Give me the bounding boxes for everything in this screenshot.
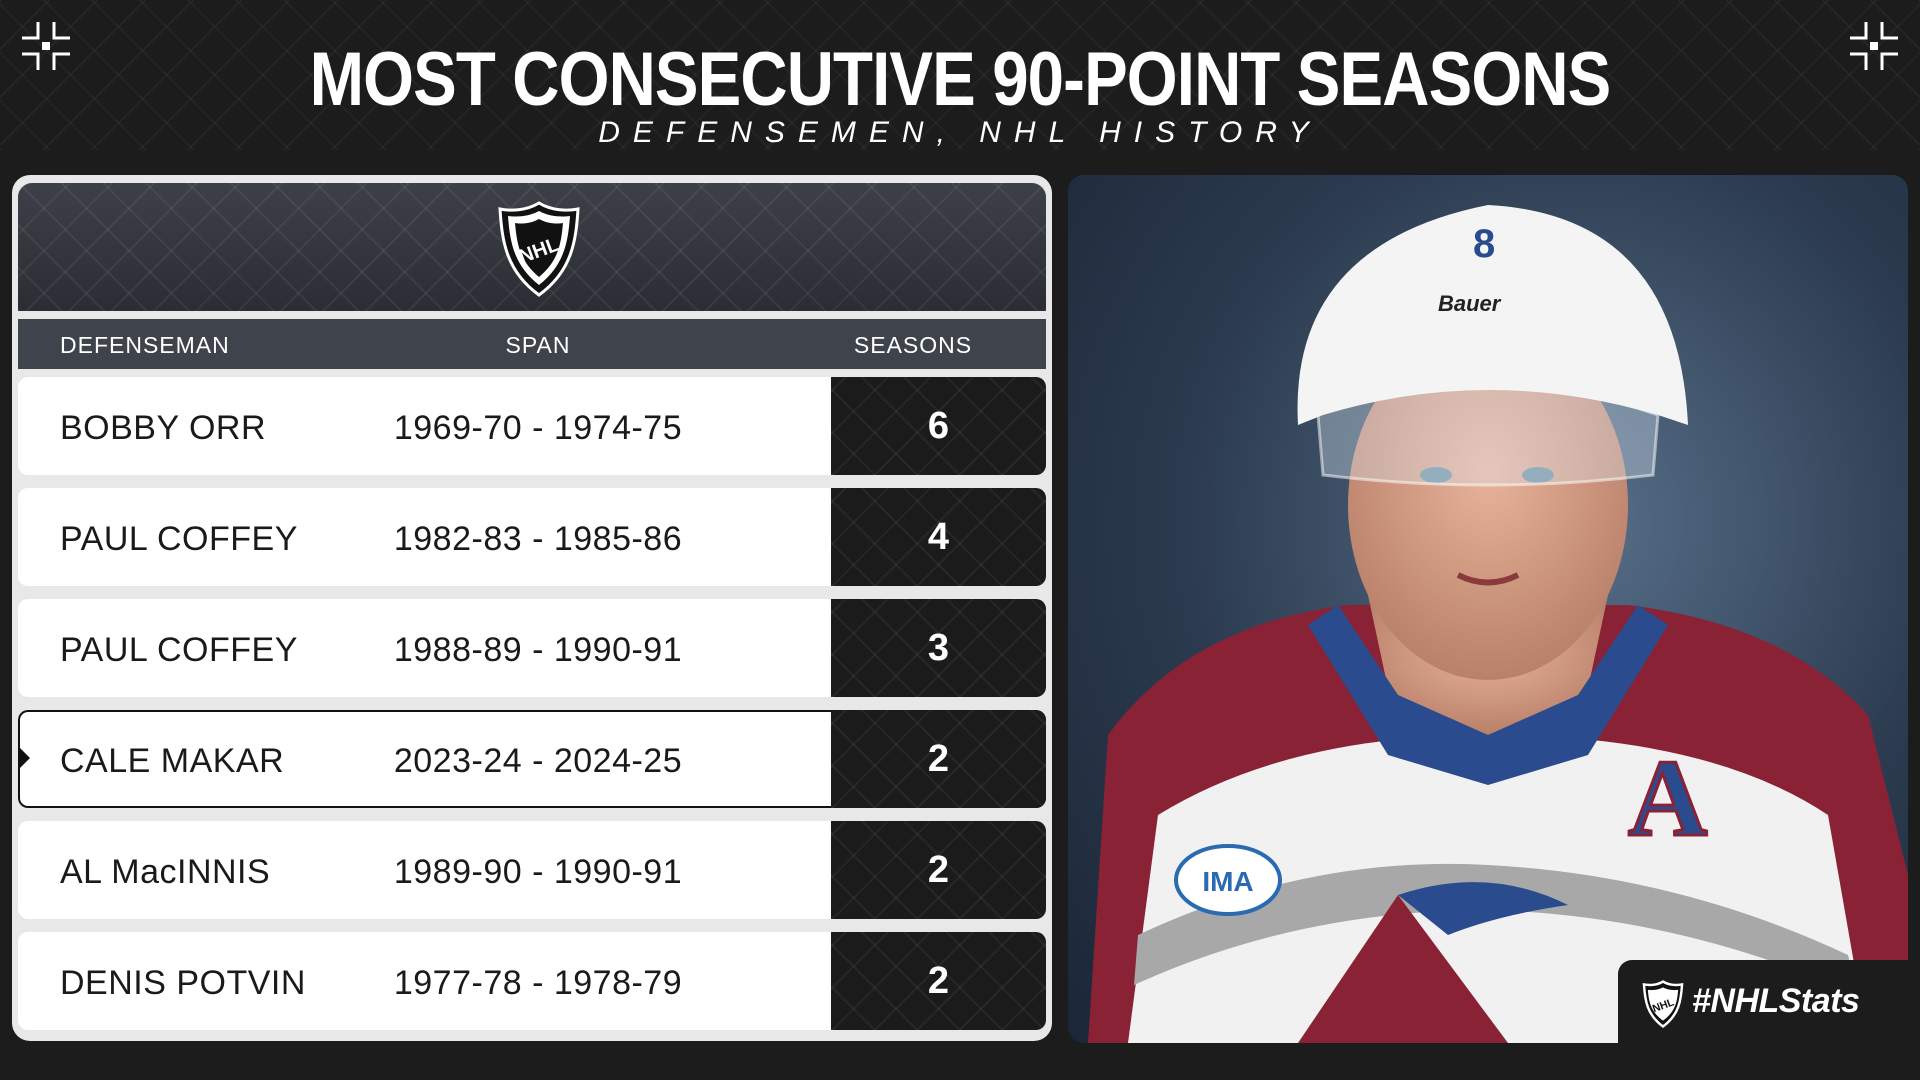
player-mouth	[1456, 572, 1520, 586]
team-logo-swoosh	[1398, 882, 1568, 935]
table-row: DENIS POTVIN 1977-78 - 1978-79 2	[18, 932, 1046, 1030]
player-illustration: 8 Bauer A IMA	[1088, 205, 1908, 1043]
crosshair-icon	[22, 22, 70, 70]
stats-table-panel: NHL DEFENSEMAN SPAN SEASONS BOBBY ORR 19…	[12, 175, 1052, 1041]
player-name: AL MacINNIS	[60, 853, 271, 891]
seasons-cell: 2	[831, 710, 1046, 808]
table-row: AL MacINNIS 1989-90 - 1990-91 2	[18, 821, 1046, 919]
nhl-shield-icon: NHL	[1642, 980, 1684, 1028]
player-name: PAUL COFFEY	[60, 520, 298, 558]
player-photo: 8 Bauer A IMA	[1068, 175, 1908, 1043]
hashtag-text: #NHLStats	[1692, 982, 1860, 1020]
helmet-brand: Bauer	[1438, 291, 1502, 316]
crosshair-icon	[1850, 22, 1898, 70]
season-span: 1969-70 - 1974-75	[393, 409, 683, 447]
captain-letter: A	[1628, 737, 1707, 859]
seasons-cell: 2	[831, 821, 1046, 919]
table-column-headers: DEFENSEMAN SPAN SEASONS	[18, 319, 1046, 369]
season-span: 2023-24 - 2024-25	[393, 742, 683, 780]
player-name: BOBBY ORR	[60, 409, 267, 447]
seasons-count: 2	[927, 738, 950, 780]
seasons-count: 2	[927, 849, 950, 891]
player-name: DENIS POTVIN	[60, 964, 306, 1002]
row-pointer-icon	[20, 748, 30, 768]
column-header-seasons: SEASONS	[853, 332, 973, 358]
nhl-shield-icon: NHL	[498, 201, 580, 297]
seasons-cell: 6	[831, 377, 1046, 475]
sponsor-patch-text: IMA	[1202, 866, 1253, 897]
seasons-cell: 3	[831, 599, 1046, 697]
table-row: PAUL COFFEY 1982-83 - 1985-86 4	[18, 488, 1046, 586]
team-logo-mountain	[1298, 895, 1508, 1043]
player-name: PAUL COFFEY	[60, 631, 298, 669]
sponsor-patch	[1174, 844, 1282, 916]
column-header-defenseman: DEFENSEMAN	[60, 332, 230, 358]
season-span: 1989-90 - 1990-91	[393, 853, 683, 891]
seasons-count: 6	[927, 405, 950, 447]
table-header-banner: NHL	[18, 183, 1046, 311]
seasons-count: 2	[927, 960, 950, 1002]
seasons-cell: 4	[831, 488, 1046, 586]
player-eye	[1522, 467, 1554, 483]
helmet-number: 8	[1473, 222, 1495, 266]
season-span: 1982-83 - 1985-86	[393, 520, 683, 558]
season-span: 1977-78 - 1978-79	[393, 964, 683, 1002]
nhlstats-tag: NHL #NHLStats	[1618, 960, 1908, 1044]
column-header-span: SPAN	[505, 332, 571, 358]
jersey-collar	[1308, 605, 1668, 785]
table-row: BOBBY ORR 1969-70 - 1974-75 6	[18, 377, 1046, 475]
table-row-highlighted: CALE MAKAR 2023-24 - 2024-25 2	[18, 710, 1046, 808]
seasons-count: 4	[927, 516, 950, 558]
header-background-pattern	[0, 0, 1920, 150]
player-eye	[1420, 467, 1452, 483]
page-title: MOST CONSECUTIVE 90-POINT SEASONS	[309, 37, 1612, 122]
player-face	[1348, 330, 1628, 680]
table-row: PAUL COFFEY 1988-89 - 1990-91 3	[18, 599, 1046, 697]
seasons-cell: 2	[831, 932, 1046, 1030]
seasons-count: 3	[927, 627, 950, 669]
jersey-stripe	[1134, 863, 1858, 995]
page-subtitle: DEFENSEMEN, NHL HISTORY	[598, 116, 1322, 149]
season-span: 1988-89 - 1990-91	[393, 631, 683, 669]
player-name: CALE MAKAR	[60, 742, 285, 780]
helmet	[1297, 205, 1688, 425]
